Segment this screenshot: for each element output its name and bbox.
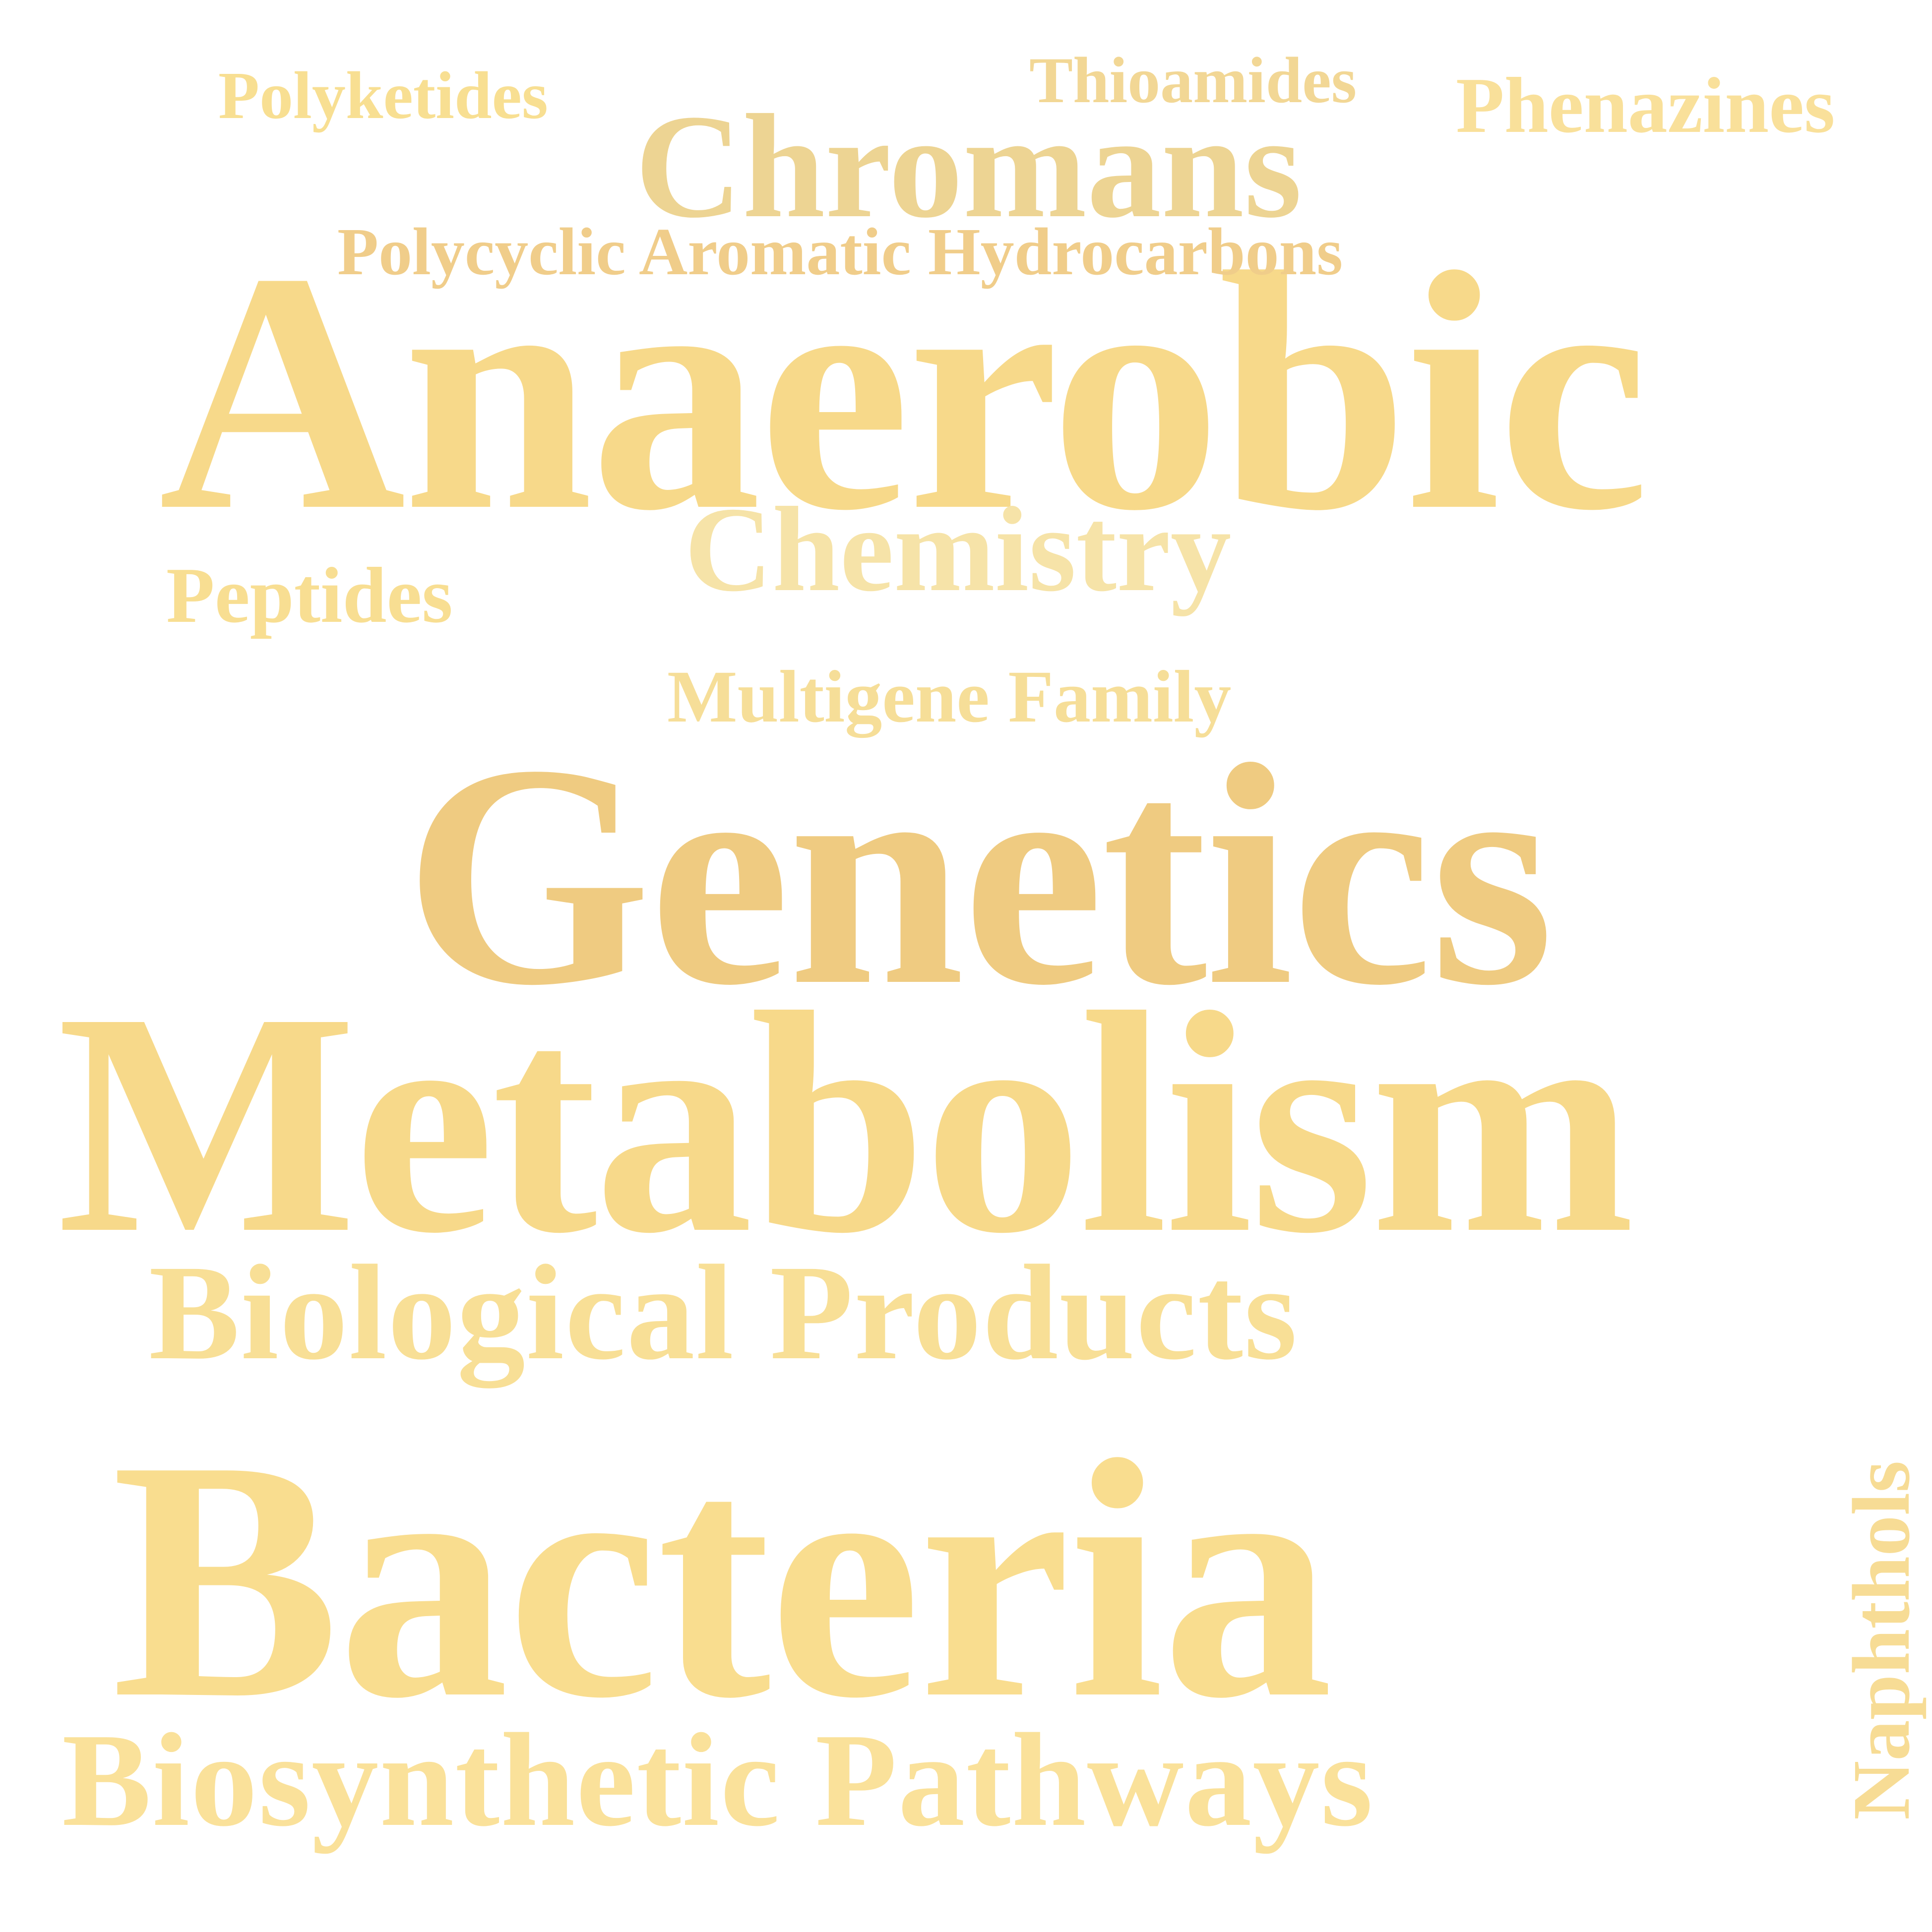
word-metabolism: Metabolism <box>57 948 1635 1299</box>
word-polyketides: Polyketides <box>218 59 548 133</box>
word-thioamides: Thioamides <box>1029 44 1357 117</box>
word-peptides: Peptides <box>166 551 453 639</box>
word-polycyclic-aromatic-hydrocarbons: Polycyclic Aromatic Hydrocarbons <box>337 215 1343 289</box>
word-phenazines: Phenazines <box>1456 61 1835 149</box>
word-biosynthetic-pathways: Biosynthetic Pathways <box>62 1706 1374 1854</box>
word-anaerobic: Anaerobic <box>159 202 1650 581</box>
word-multigene-family: Multigene Family <box>667 656 1232 738</box>
word-chemistry: Chemistry <box>685 482 1232 616</box>
word-genetics: Genetics <box>404 700 1554 1051</box>
word-naphthols: Naphthols <box>1836 1460 1927 1820</box>
word-biological-products: Biological Products <box>149 1237 1298 1388</box>
word-bacteria: Bacteria <box>112 1390 1333 1769</box>
word-chromans: Chromans <box>635 84 1302 248</box>
